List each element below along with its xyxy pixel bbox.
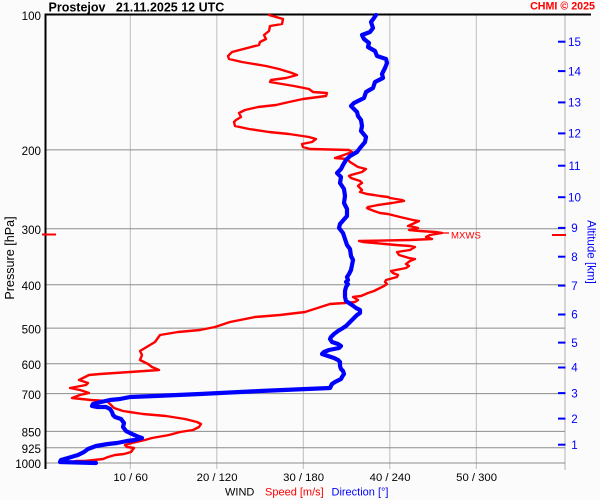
svg-text:Direction [°]: Direction [°] [332,487,389,499]
svg-text:1000: 1000 [15,458,41,471]
svg-text:50 / 300: 50 / 300 [456,472,497,484]
svg-text:850: 850 [22,427,41,440]
svg-text:925: 925 [22,443,41,456]
svg-text:Prostejov 21.11.2025 12 UTC: Prostejov 21.11.2025 12 UTC [49,1,225,15]
svg-text:11: 11 [568,160,580,173]
svg-text:20 / 120: 20 / 120 [197,472,238,484]
svg-text:600: 600 [22,359,41,372]
svg-text:4: 4 [571,362,578,375]
svg-text:Altitude [km]: Altitude [km] [585,220,598,284]
svg-text:2: 2 [571,413,577,426]
svg-text:5: 5 [571,337,577,350]
svg-text:1: 1 [571,439,577,452]
svg-text:12: 12 [568,128,581,141]
svg-text:8: 8 [571,251,577,264]
svg-text:CHMI © 2025: CHMI © 2025 [530,1,595,13]
svg-text:MXWS: MXWS [451,231,481,242]
svg-text:3: 3 [571,387,577,400]
svg-text:10 / 60: 10 / 60 [113,472,148,484]
svg-text:40 / 240: 40 / 240 [370,472,411,484]
svg-text:100: 100 [22,10,41,23]
svg-text:Pressure [hPa]: Pressure [hPa] [3,216,17,299]
svg-text:30 / 180: 30 / 180 [283,472,324,484]
svg-text:400: 400 [22,280,41,293]
svg-text:6: 6 [571,309,577,322]
svg-text:10: 10 [568,191,581,204]
svg-text:14: 14 [568,65,581,78]
svg-text:9: 9 [571,222,577,235]
svg-text:Speed [m/s]: Speed [m/s] [265,487,324,499]
svg-text:WIND: WIND [225,487,254,499]
svg-text:300: 300 [22,224,41,237]
svg-text:500: 500 [22,323,41,336]
svg-text:700: 700 [22,389,41,402]
svg-text:15: 15 [568,36,581,49]
svg-text:200: 200 [22,145,41,158]
svg-text:13: 13 [568,97,581,110]
svg-text:7: 7 [571,280,577,293]
